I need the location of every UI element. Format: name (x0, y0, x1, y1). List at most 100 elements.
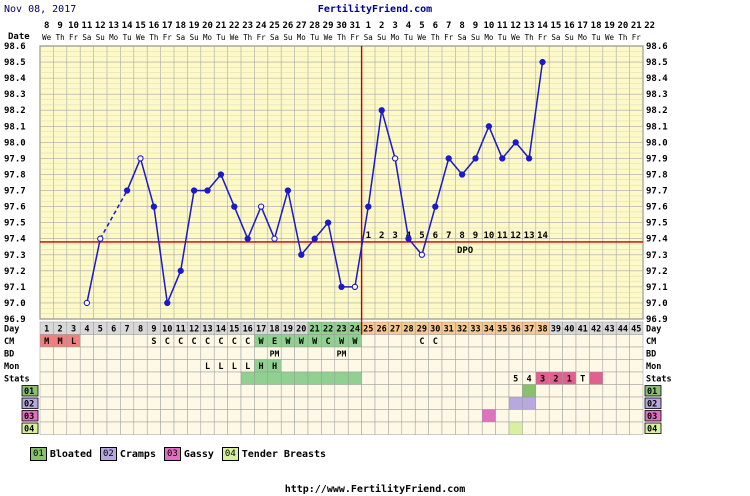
data-cell (321, 384, 336, 398)
cm-value: S (151, 337, 156, 347)
data-cell (39, 421, 54, 435)
cm-value: C (192, 337, 197, 347)
data-cell (629, 384, 644, 398)
data-cell (267, 409, 282, 423)
data-cell (481, 421, 496, 435)
data-cell (160, 409, 175, 423)
cycle-day-label: 34 (484, 325, 494, 335)
row-label-box-right (644, 385, 662, 397)
data-cell (66, 421, 81, 435)
date-tick-label: 18 (175, 21, 186, 31)
data-cell (267, 421, 282, 435)
data-cell (589, 409, 604, 423)
data-cell (106, 396, 121, 410)
data-cell (495, 334, 510, 348)
cm-value: L (71, 337, 76, 347)
date-tick-label: 20 (202, 21, 213, 31)
weekday-tick-label: We (136, 33, 146, 42)
data-cell (468, 346, 483, 360)
data-cell (508, 359, 523, 373)
weekday-tick-label: Mo (203, 33, 213, 42)
data-cell (227, 371, 242, 385)
date-tick-label: 13 (524, 21, 535, 31)
data-cell (133, 384, 148, 398)
data-cell (307, 384, 322, 398)
cycle-day-label: 3 (71, 325, 76, 335)
row-label: 03 (24, 412, 34, 422)
y-tick-label-right: 98.1 (646, 122, 668, 132)
data-cell (575, 396, 590, 410)
date-tick-label: 19 (189, 21, 200, 31)
data-cell (240, 371, 255, 385)
temperature-line-segment (461, 157, 477, 175)
data-cell (227, 421, 242, 435)
data-cell (280, 346, 295, 360)
data-cell (361, 334, 376, 348)
data-cell (79, 346, 94, 360)
data-cell (321, 396, 336, 410)
row-label: 02 (24, 400, 34, 410)
temperature-point (418, 251, 426, 258)
weekday-tick-label: Th (618, 33, 627, 42)
footer-url[interactable]: http://www.FertilityFriend.com (284, 484, 466, 495)
weekday-tick-label: We (417, 33, 427, 42)
data-cell (615, 409, 630, 423)
weekday-tick-label: We (324, 33, 334, 42)
data-cell (93, 334, 108, 348)
dpo-label: 5 (419, 231, 424, 241)
data-cell (66, 371, 81, 385)
temperature-point (472, 155, 479, 162)
data-cell (280, 421, 295, 435)
data-cell (160, 421, 175, 435)
cycle-day-label: 15 (229, 325, 239, 335)
plot-area (39, 45, 644, 320)
data-cell (388, 409, 403, 423)
data-cell (39, 409, 54, 423)
y-tick-label-left: 97.7 (4, 187, 26, 197)
cycle-day-label: 44 (618, 325, 628, 335)
weekday-tick-label: Su (565, 33, 574, 42)
y-tick-label-right: 97.8 (646, 170, 668, 180)
data-cell (548, 396, 563, 410)
data-cell (562, 334, 577, 348)
data-cell (374, 346, 389, 360)
data-cell (79, 396, 94, 410)
data-cell (53, 396, 68, 410)
data-cell (294, 384, 309, 398)
data-cell (361, 409, 376, 423)
cycle-day-label: 21 (310, 325, 320, 335)
data-cell (294, 371, 309, 385)
data-cell (441, 396, 456, 410)
data-cell (428, 409, 443, 423)
y-tick-label-left: 98.5 (4, 58, 26, 68)
data-cell (535, 421, 550, 435)
site-title[interactable]: FertilityFriend.com (317, 4, 433, 15)
data-cell (428, 371, 443, 385)
cycle-day-label: 30 (430, 325, 440, 335)
data-cell (548, 409, 563, 423)
data-cell (334, 396, 349, 410)
date-tick-label: 15 (550, 21, 561, 31)
data-cell (508, 396, 523, 410)
cm-value: C (433, 337, 438, 347)
data-cell (615, 396, 630, 410)
temperature-point (271, 235, 278, 242)
date-tick-label: 21 (215, 21, 226, 31)
cycle-day-label: 20 (296, 325, 306, 335)
temperature-point (458, 171, 466, 178)
data-cell (615, 421, 630, 435)
data-cell (441, 359, 456, 373)
data-cell (481, 346, 496, 360)
data-cell (200, 421, 215, 435)
row-label-right: Stats (646, 375, 672, 385)
data-cell (575, 359, 590, 373)
data-cell (414, 371, 429, 385)
temperature-point (244, 235, 251, 242)
data-cell (562, 384, 577, 398)
data-cell (93, 396, 108, 410)
data-cell (53, 346, 68, 360)
legend-swatch: 04 (221, 447, 239, 461)
cycle-day-label: 24 (350, 325, 360, 335)
data-cell (347, 409, 362, 423)
bd-value: PM (337, 350, 347, 359)
